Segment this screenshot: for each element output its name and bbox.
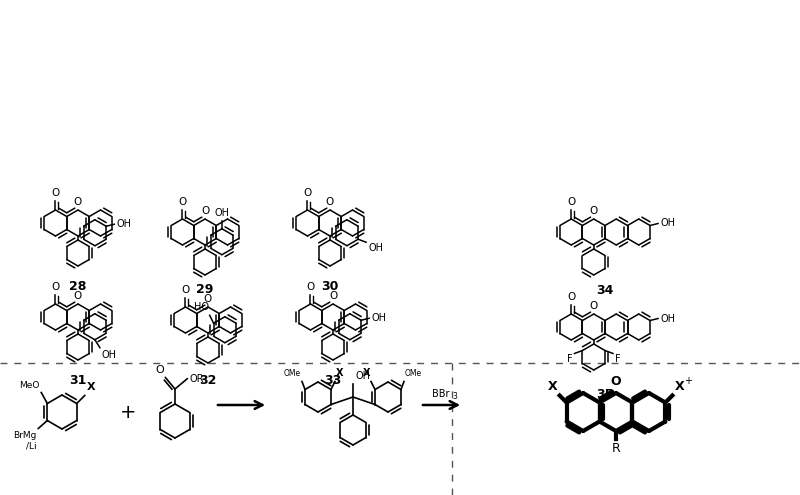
Text: O: O xyxy=(204,294,212,304)
Text: OMe: OMe xyxy=(284,369,301,379)
Text: O: O xyxy=(51,188,60,198)
Text: MeO: MeO xyxy=(19,381,39,390)
Text: OMe: OMe xyxy=(405,369,422,379)
Text: +: + xyxy=(684,376,692,386)
Text: F: F xyxy=(567,354,573,364)
Text: 28: 28 xyxy=(70,280,86,294)
Text: O: O xyxy=(590,206,598,216)
Text: O: O xyxy=(303,188,312,198)
Text: X: X xyxy=(674,380,684,393)
Text: X: X xyxy=(362,368,370,379)
Text: X: X xyxy=(86,383,95,393)
Text: 29: 29 xyxy=(196,284,214,297)
Text: X: X xyxy=(548,380,558,393)
Text: 35: 35 xyxy=(596,389,614,401)
Text: OH: OH xyxy=(660,218,675,229)
Text: OH: OH xyxy=(368,243,383,253)
Text: 32: 32 xyxy=(199,374,217,388)
Text: OH: OH xyxy=(371,313,386,323)
Text: O: O xyxy=(201,206,209,216)
Text: OH: OH xyxy=(660,313,675,324)
Text: O: O xyxy=(51,282,60,292)
Text: 31: 31 xyxy=(70,374,86,388)
Text: O: O xyxy=(567,292,575,302)
Text: R: R xyxy=(612,442,620,455)
Text: HO: HO xyxy=(194,302,209,312)
Text: O: O xyxy=(178,197,186,207)
Text: OH: OH xyxy=(102,350,117,360)
Text: OH: OH xyxy=(116,219,131,229)
Text: 34: 34 xyxy=(596,285,614,297)
Text: O: O xyxy=(329,291,337,301)
Text: BBr: BBr xyxy=(432,389,450,399)
Text: OH: OH xyxy=(355,371,370,381)
Text: OH: OH xyxy=(214,208,230,218)
Text: O: O xyxy=(590,301,598,311)
Text: O: O xyxy=(326,197,334,207)
Text: O: O xyxy=(74,291,82,301)
Text: O: O xyxy=(567,197,575,207)
Text: F: F xyxy=(615,354,621,364)
Text: X: X xyxy=(336,368,343,379)
Text: 3: 3 xyxy=(452,392,457,401)
Text: +: + xyxy=(120,402,136,422)
Text: O: O xyxy=(156,364,164,375)
Text: O: O xyxy=(306,282,314,292)
Text: 33: 33 xyxy=(324,374,342,388)
Text: O: O xyxy=(74,197,82,207)
Text: O: O xyxy=(182,285,190,295)
Text: BrMg: BrMg xyxy=(13,432,36,441)
Text: /Li: /Li xyxy=(26,442,36,450)
Text: 30: 30 xyxy=(322,280,338,294)
Text: OR: OR xyxy=(190,374,204,384)
Text: O: O xyxy=(610,375,622,388)
